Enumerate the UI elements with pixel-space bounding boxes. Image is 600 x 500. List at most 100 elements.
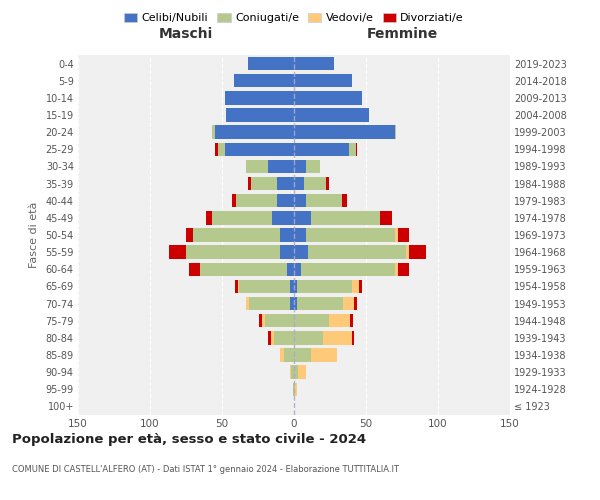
- Bar: [186, 228, 193, 241]
- Bar: [294, 160, 305, 173]
- Bar: [294, 331, 323, 344]
- Bar: [215, 142, 218, 156]
- Bar: [398, 262, 409, 276]
- Bar: [356, 142, 358, 156]
- Bar: [248, 57, 294, 70]
- Bar: [233, 74, 294, 88]
- Bar: [259, 314, 262, 328]
- Bar: [251, 177, 277, 190]
- Bar: [395, 228, 398, 241]
- Bar: [294, 262, 301, 276]
- Bar: [212, 126, 215, 139]
- Bar: [294, 142, 349, 156]
- Bar: [308, 246, 406, 259]
- Bar: [215, 126, 294, 139]
- Bar: [294, 108, 369, 122]
- Legend: Celibi/Nubili, Coniugati/e, Vedovi/e, Divorziati/e: Celibi/Nubili, Coniugati/e, Vedovi/e, Di…: [119, 8, 469, 28]
- Bar: [294, 57, 334, 70]
- Bar: [206, 211, 212, 224]
- Bar: [212, 211, 272, 224]
- Bar: [277, 177, 294, 190]
- Bar: [305, 194, 341, 207]
- Bar: [248, 177, 251, 190]
- Bar: [280, 348, 284, 362]
- Bar: [186, 246, 280, 259]
- Bar: [295, 382, 297, 396]
- Bar: [272, 211, 294, 224]
- Bar: [395, 262, 398, 276]
- Bar: [238, 280, 239, 293]
- Bar: [226, 108, 294, 122]
- Bar: [311, 211, 380, 224]
- Bar: [294, 228, 305, 241]
- Bar: [169, 246, 186, 259]
- Bar: [294, 177, 304, 190]
- Bar: [297, 297, 343, 310]
- Bar: [305, 160, 320, 173]
- Bar: [294, 91, 362, 104]
- Bar: [291, 366, 294, 379]
- Bar: [294, 280, 297, 293]
- Bar: [290, 366, 291, 379]
- Bar: [294, 366, 298, 379]
- Bar: [277, 194, 294, 207]
- Bar: [323, 331, 352, 344]
- Bar: [232, 194, 236, 207]
- Bar: [293, 382, 294, 396]
- Bar: [355, 297, 358, 310]
- Bar: [298, 366, 305, 379]
- Bar: [287, 262, 294, 276]
- Bar: [225, 142, 294, 156]
- Bar: [352, 280, 359, 293]
- Bar: [294, 348, 311, 362]
- Text: Femmine: Femmine: [367, 28, 437, 42]
- Bar: [284, 348, 294, 362]
- Bar: [294, 382, 295, 396]
- Bar: [247, 297, 250, 310]
- Bar: [235, 280, 238, 293]
- Bar: [343, 297, 355, 310]
- Y-axis label: Fasce di età: Fasce di età: [29, 202, 38, 268]
- Bar: [236, 194, 277, 207]
- Bar: [305, 228, 395, 241]
- Bar: [341, 194, 347, 207]
- Bar: [294, 297, 297, 310]
- Bar: [349, 142, 356, 156]
- Bar: [247, 160, 268, 173]
- Bar: [274, 331, 294, 344]
- Bar: [268, 160, 294, 173]
- Bar: [311, 348, 337, 362]
- Bar: [409, 246, 427, 259]
- Bar: [225, 91, 294, 104]
- Bar: [294, 126, 395, 139]
- Bar: [280, 228, 294, 241]
- Bar: [265, 314, 294, 328]
- Bar: [239, 280, 290, 293]
- Bar: [290, 280, 294, 293]
- Bar: [268, 331, 271, 344]
- Bar: [193, 228, 280, 241]
- Bar: [380, 211, 392, 224]
- Bar: [406, 246, 409, 259]
- Bar: [294, 74, 352, 88]
- Bar: [329, 314, 350, 328]
- Bar: [294, 314, 329, 328]
- Text: COMUNE DI CASTELL'ALFERO (AT) - Dati ISTAT 1° gennaio 2024 - Elaborazione TUTTIT: COMUNE DI CASTELL'ALFERO (AT) - Dati IST…: [12, 466, 399, 474]
- Bar: [218, 142, 225, 156]
- Bar: [250, 297, 290, 310]
- Bar: [359, 280, 362, 293]
- Bar: [294, 211, 311, 224]
- Text: Maschi: Maschi: [159, 28, 213, 42]
- Bar: [301, 262, 395, 276]
- Bar: [352, 331, 355, 344]
- Bar: [395, 126, 396, 139]
- Text: Popolazione per età, sesso e stato civile - 2024: Popolazione per età, sesso e stato civil…: [12, 432, 366, 446]
- Bar: [271, 331, 274, 344]
- Bar: [280, 246, 294, 259]
- Bar: [294, 246, 308, 259]
- Bar: [262, 314, 265, 328]
- Bar: [290, 297, 294, 310]
- Bar: [297, 280, 352, 293]
- Bar: [350, 314, 353, 328]
- Bar: [294, 194, 305, 207]
